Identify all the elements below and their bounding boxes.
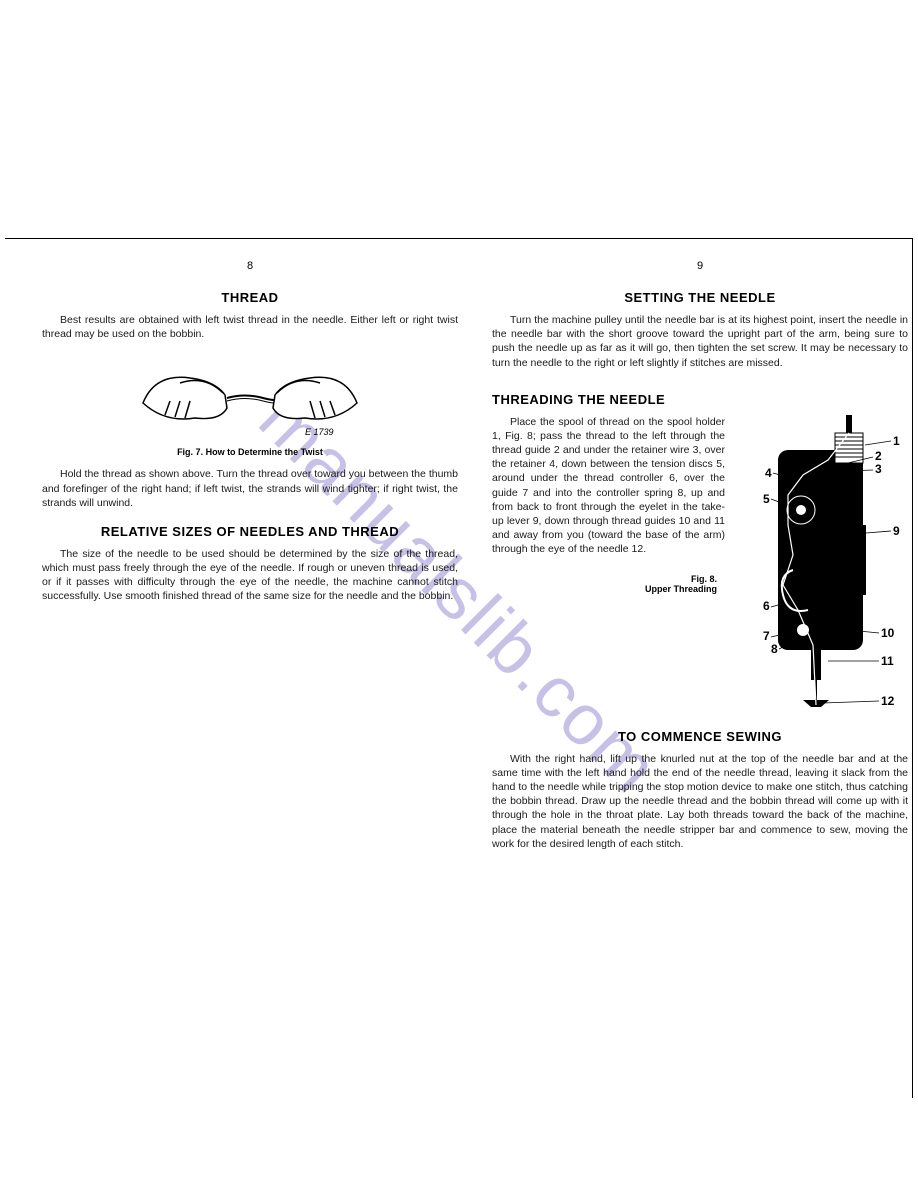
thread-paragraph-1: Best results are obtained with left twis… — [42, 313, 458, 341]
commence-sewing-paragraph: With the right hand, lift up the knurled… — [492, 752, 908, 851]
fig8-label-4: 4 — [765, 466, 772, 480]
fig7-label: E 1739 — [305, 427, 334, 437]
fig8-label-2: 2 — [875, 449, 882, 463]
page-left: 8 THREAD Best results are obtained with … — [30, 260, 470, 608]
heading-thread: THREAD — [30, 290, 470, 305]
page-number-right: 9 — [480, 260, 918, 272]
fig8-label-7: 7 — [763, 629, 770, 643]
fig7-caption: Fig. 7. How to Determine the Twist — [30, 447, 470, 457]
fig8-caption-line2: Upper Threading — [645, 584, 717, 594]
fig8-label-8: 8 — [771, 642, 778, 656]
page-number-left: 8 — [30, 260, 470, 272]
heading-threading-needle: THREADING THE NEEDLE — [492, 392, 918, 407]
fig8-label-5: 5 — [763, 492, 770, 506]
heading-relative-sizes: RELATIVE SIZES OF NEEDLES AND THREAD — [30, 524, 470, 539]
fig8-label-3: 3 — [875, 462, 882, 476]
fig8-caption-line1: Fig. 8. — [691, 574, 717, 584]
fig8-label-6: 6 — [763, 599, 770, 613]
page-right: 9 SETTING THE NEEDLE Turn the machine pu… — [480, 260, 918, 855]
fig8-label-9: 9 — [893, 524, 900, 538]
threading-layout: Place the spool of thread on the spool h… — [492, 415, 908, 715]
threading-text-column: Place the spool of thread on the spool h… — [492, 415, 725, 601]
fig8-label-12: 12 — [881, 694, 895, 708]
fig8-label-1: 1 — [893, 434, 900, 448]
figure-8-threading: 1 2 3 4 5 6 7 8 9 10 11 12 — [733, 415, 908, 715]
fig8-label-10: 10 — [881, 626, 895, 640]
threading-paragraph: Place the spool of thread on the spool h… — [492, 415, 725, 557]
relative-sizes-paragraph: The size of the needle to be used should… — [42, 547, 458, 604]
heading-commence-sewing: TO COMMENCE SEWING — [480, 729, 918, 744]
thread-paragraph-2: Hold the thread as shown above. Turn the… — [42, 467, 458, 510]
heading-setting-needle: SETTING THE NEEDLE — [480, 290, 918, 305]
setting-needle-paragraph: Turn the machine pulley until the needle… — [492, 313, 908, 370]
fig8-label-11: 11 — [881, 654, 894, 668]
figure-7-hands: E 1739 — [135, 353, 365, 443]
